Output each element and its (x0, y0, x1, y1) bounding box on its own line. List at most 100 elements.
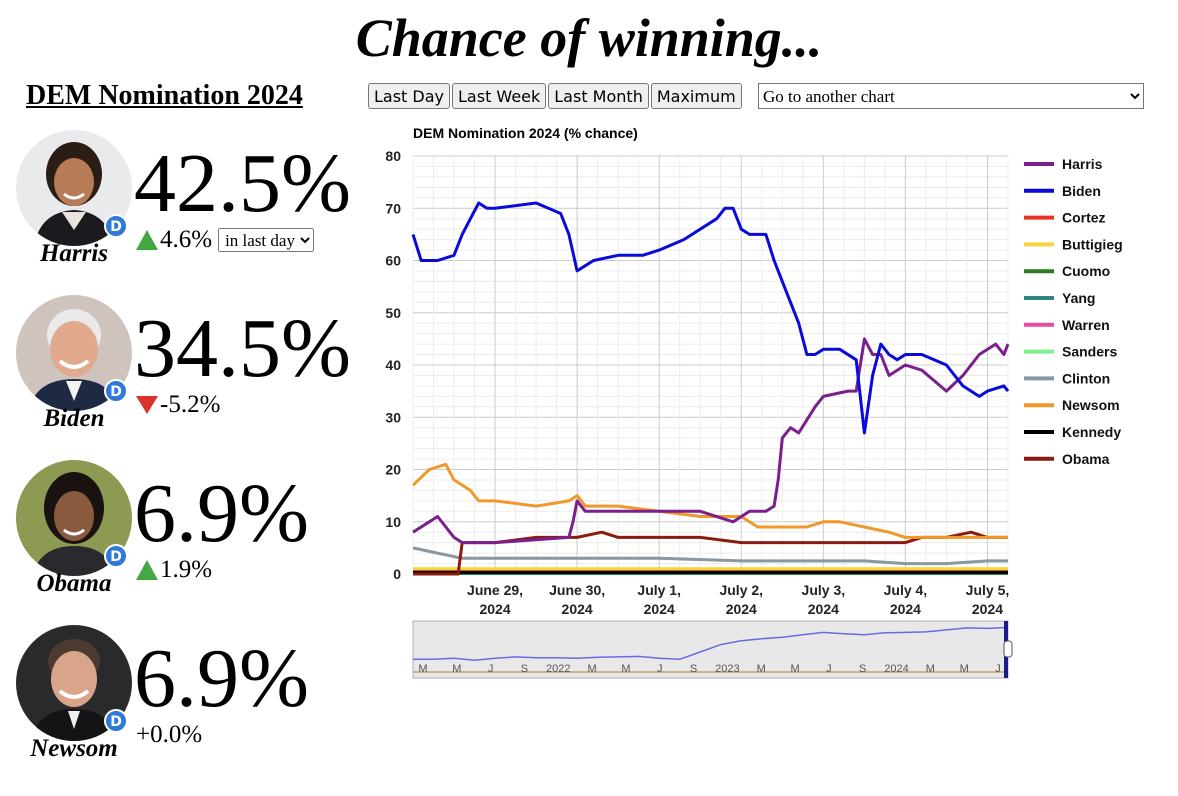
y-tick-label: 70 (385, 200, 401, 216)
market-title[interactable]: DEM Nomination 2024 (26, 80, 303, 111)
x-tick-label: June 30, (549, 582, 605, 598)
x-tick-label: June 29, (467, 582, 523, 598)
candidate-change: -5.2% (136, 391, 220, 419)
x-tick-label: 2024 (726, 601, 757, 617)
x-tick-label: 2024 (972, 601, 1003, 617)
legend-label: Sanders (1062, 344, 1117, 360)
candidate-change: 1.9% (136, 556, 212, 584)
candidate-pct: 34.5% (134, 302, 351, 395)
y-tick-label: 50 (385, 305, 401, 321)
series-line-clinton (412, 546, 1008, 566)
x-tick-label: July 2, (719, 582, 763, 598)
y-tick-label: 30 (385, 409, 401, 425)
x-tick-label: 2024 (644, 601, 675, 617)
overview-label: J (826, 663, 832, 675)
range-toolbar: Last Day Last Week Last Month Maximum (368, 83, 742, 109)
legend-label: Cortez (1062, 210, 1106, 226)
candidate-pct: 6.9% (134, 467, 309, 560)
overview-label: M (960, 663, 969, 675)
x-tick-label: 2024 (808, 601, 839, 617)
x-tick-label: July 3, (802, 582, 846, 598)
overview-label: M (621, 663, 630, 675)
y-tick-label: 10 (385, 514, 401, 530)
candidate-harris: D Harris 42.5% 4.6% in last day (14, 130, 359, 280)
overview-label: M (790, 663, 799, 675)
overview-label: S (690, 663, 697, 675)
line-chart[interactable]: DEM Nomination 2024 (% chance) 0 10 20 30 40 5… (370, 118, 1160, 686)
maximum-button[interactable]: Maximum (650, 83, 742, 109)
arrow-up-icon (136, 560, 158, 580)
overview-label: 2024 (884, 663, 908, 675)
svg-text:D: D (110, 549, 122, 565)
overview-label: M (588, 663, 597, 675)
legend-label: Cuomo (1062, 263, 1110, 279)
candidate-name: Obama (36, 570, 112, 597)
overview-label: M (926, 663, 935, 675)
candidate-newsom: D Newsom 6.9% +0.0% (14, 625, 359, 775)
democrat-icon: D (104, 214, 128, 238)
change-value: 1.9% (160, 556, 213, 583)
legend-label: Clinton (1062, 370, 1110, 386)
svg-text:D: D (110, 219, 122, 235)
democrat-icon: D (104, 379, 128, 403)
y-tick-label: 40 (385, 357, 401, 373)
chart-title: DEM Nomination 2024 (% chance) (413, 125, 638, 141)
overview-label: M (757, 663, 766, 675)
overview-label: S (521, 663, 528, 675)
overview-label: M (418, 663, 427, 675)
y-tick-label: 0 (393, 566, 401, 582)
overview-line (413, 626, 1009, 662)
overview-label: 2022 (546, 663, 570, 675)
svg-text:D: D (110, 714, 122, 730)
overview-handle (1003, 640, 1013, 658)
x-tick-label: July 4, (884, 582, 928, 598)
democrat-icon: D (104, 709, 128, 733)
harris-avatar (16, 130, 132, 246)
arrow-down-icon (136, 396, 158, 414)
legend-label: Biden (1062, 183, 1101, 199)
legend-label: Yang (1062, 290, 1095, 306)
series-line-harris (412, 337, 1010, 545)
arrow-up-icon (136, 230, 158, 250)
change-value: -5.2% (160, 391, 221, 418)
overview-label: M (452, 663, 461, 675)
candidate-pct: 6.9% (134, 632, 309, 725)
chart-select[interactable]: Go to another chart (758, 83, 1144, 109)
last-week-button[interactable]: Last Week (452, 83, 547, 109)
candidate-obama: D Obama 6.9% 1.9% (14, 460, 359, 610)
democrat-icon: D (104, 544, 128, 568)
legend-label: Kennedy (1062, 424, 1121, 440)
candidate-biden: D Biden 34.5% -5.2% (14, 295, 359, 445)
overview-panel (412, 620, 1009, 679)
series-line-biden (411, 201, 1010, 435)
x-tick-label: July 5, (966, 582, 1010, 598)
candidate-pct: 42.5% (134, 137, 351, 230)
candidate-name: Biden (43, 405, 105, 432)
period-select[interactable]: in last day (218, 228, 315, 252)
overview-label: J (657, 663, 663, 675)
legend-label: Warren (1062, 317, 1110, 333)
y-tick-label: 80 (385, 148, 401, 164)
last-month-button[interactable]: Last Month (548, 83, 649, 109)
page-title: Chance of winning... (355, 8, 823, 68)
candidate-change: 4.6% in last day (136, 226, 315, 254)
svg-text:D: D (110, 384, 122, 400)
legend-label: Harris (1062, 156, 1103, 172)
overview-label: J (488, 663, 494, 675)
x-tick-label: July 1, (637, 582, 681, 598)
y-tick-label: 60 (385, 253, 401, 269)
candidate-name: Newsom (30, 735, 118, 762)
last-day-button[interactable]: Last Day (368, 83, 451, 109)
x-tick-label: 2024 (890, 601, 921, 617)
legend-label: Obama (1062, 451, 1110, 467)
legend-label: Newsom (1062, 397, 1120, 413)
change-value: 4.6% (160, 226, 213, 253)
x-tick-label: 2024 (562, 601, 593, 617)
change-value: +0.0% (136, 721, 203, 748)
newsom-avatar (16, 625, 132, 741)
overview-label: J (995, 663, 1001, 675)
candidate-change: +0.0% (136, 721, 202, 749)
overview-label: S (859, 663, 866, 675)
candidate-name: Harris (39, 240, 109, 267)
x-tick-label: 2024 (479, 601, 510, 617)
